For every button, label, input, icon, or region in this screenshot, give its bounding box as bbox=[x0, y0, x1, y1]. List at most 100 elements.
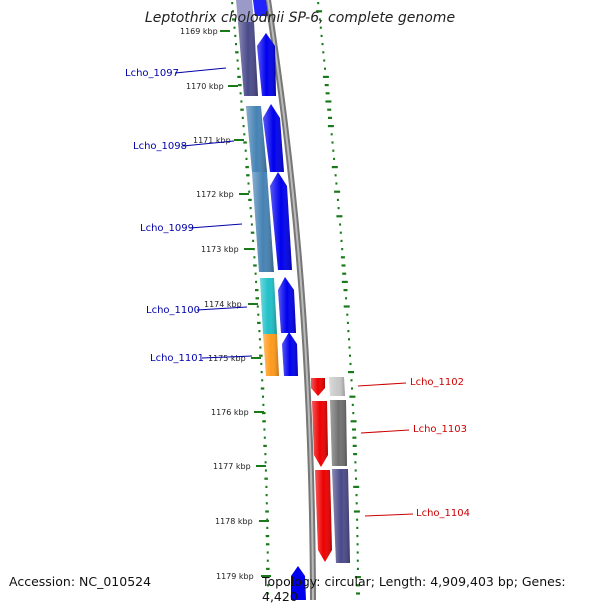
gc-tick bbox=[346, 321, 349, 324]
gc-tick bbox=[245, 157, 248, 160]
kbp-tick-label: 1177 kbp bbox=[213, 462, 251, 471]
gene-label-lcho-1099[interactable]: Lcho_1099 bbox=[140, 223, 194, 234]
gc-tick bbox=[318, 18, 321, 21]
gc-tick bbox=[260, 387, 265, 390]
gc-tick bbox=[260, 362, 263, 365]
gc-tick bbox=[238, 84, 242, 87]
gene-label-lcho-1098[interactable]: Lcho_1098 bbox=[133, 141, 187, 152]
gc-tick bbox=[345, 297, 348, 300]
gc-tick bbox=[257, 313, 260, 316]
gc-tick bbox=[260, 371, 263, 374]
gc-tick bbox=[356, 559, 359, 562]
gc-tick bbox=[356, 584, 360, 587]
gc-tick bbox=[250, 215, 253, 218]
kbp-tick-label: 1178 kbp bbox=[215, 517, 253, 526]
gc-tick bbox=[334, 190, 341, 193]
gc-tick bbox=[355, 494, 358, 497]
gc-tick bbox=[339, 231, 342, 234]
gc-tick bbox=[262, 420, 266, 423]
gc-tick bbox=[248, 190, 251, 193]
gc-tick bbox=[341, 280, 348, 283]
gene-label-lcho-1101[interactable]: Lcho_1101 bbox=[150, 353, 204, 364]
gc-tick bbox=[337, 207, 340, 210]
gc-tick bbox=[355, 502, 358, 505]
gc-tick bbox=[356, 543, 359, 546]
gc-tick bbox=[347, 330, 350, 333]
gc-tick bbox=[317, 2, 320, 5]
gene-label-lcho-1102[interactable]: Lcho_1102 bbox=[410, 377, 464, 388]
gc-tick bbox=[263, 436, 266, 439]
gc-tick bbox=[255, 297, 259, 300]
gc-tick bbox=[265, 502, 268, 505]
gc-tick bbox=[324, 84, 329, 87]
gc-tick bbox=[262, 412, 266, 415]
gc-tick bbox=[244, 149, 247, 152]
gc-tick bbox=[264, 477, 268, 480]
gc-tick bbox=[319, 26, 322, 29]
gc-tick bbox=[267, 592, 269, 595]
gc-tick bbox=[356, 526, 359, 529]
gc-tick bbox=[341, 264, 346, 267]
gc-tick bbox=[262, 395, 264, 398]
kbp-tick-label: 1172 kbp bbox=[196, 190, 234, 199]
gc-tick bbox=[340, 239, 343, 242]
gc-tick bbox=[356, 551, 359, 554]
gc-tick bbox=[250, 231, 255, 234]
gene-label-lcho-1104[interactable]: Lcho_1104 bbox=[416, 508, 470, 519]
gc-tick bbox=[351, 387, 353, 390]
gc-tick bbox=[266, 576, 269, 579]
gc-tick bbox=[234, 34, 237, 37]
gc-tick bbox=[265, 494, 268, 497]
gc-tick bbox=[320, 34, 323, 37]
gc-tick bbox=[323, 59, 326, 62]
gc-tick bbox=[330, 133, 333, 136]
gc-tick bbox=[245, 166, 249, 169]
gc-tick bbox=[241, 116, 244, 119]
gc-tick bbox=[239, 92, 242, 95]
gc-tick bbox=[316, 10, 323, 13]
gc-tick bbox=[340, 256, 345, 259]
gc-tick bbox=[265, 485, 268, 488]
gc-tick bbox=[324, 67, 326, 70]
gc-tick bbox=[258, 338, 261, 341]
gene-label-lcho-1100[interactable]: Lcho_1100 bbox=[146, 305, 200, 316]
gc-tick bbox=[354, 576, 361, 579]
gc-tick bbox=[346, 313, 349, 316]
gc-tick bbox=[263, 428, 266, 431]
gc-tick bbox=[264, 461, 267, 464]
gc-tick bbox=[247, 182, 250, 185]
gc-tick bbox=[248, 198, 252, 201]
gc-tick bbox=[348, 338, 350, 341]
gc-tick bbox=[252, 239, 255, 242]
gc-tick bbox=[235, 51, 239, 54]
gc-tick bbox=[325, 100, 332, 103]
gc-tick bbox=[331, 166, 338, 169]
gc-tick bbox=[336, 198, 339, 201]
gc-tick bbox=[235, 43, 237, 46]
gc-tick bbox=[263, 444, 267, 447]
gc-tick bbox=[350, 420, 357, 423]
gc-tick bbox=[327, 108, 332, 111]
gc-tick bbox=[259, 346, 262, 349]
gc-tick bbox=[352, 428, 356, 431]
map-title: Leptothrix cholodnii SP-6, complete geno… bbox=[144, 10, 456, 26]
kbp-tick-label: 1176 kbp bbox=[211, 408, 249, 417]
gc-track-right bbox=[316, 2, 361, 595]
gc-tick bbox=[265, 535, 270, 538]
gc-tick bbox=[237, 75, 241, 78]
gene-label-lcho-1097[interactable]: Lcho_1097 bbox=[125, 68, 179, 79]
gc-tick bbox=[243, 133, 246, 136]
gc-tick bbox=[333, 157, 336, 160]
gc-tick bbox=[334, 174, 337, 177]
gene-label-lcho-1103[interactable]: Lcho_1103 bbox=[413, 424, 467, 435]
gc-tick bbox=[262, 403, 265, 406]
gc-tick bbox=[266, 518, 269, 521]
gc-tick bbox=[327, 125, 334, 128]
gc-tick bbox=[343, 305, 350, 308]
gc-tick bbox=[257, 321, 261, 324]
gc-tick bbox=[243, 141, 247, 144]
gc-tick bbox=[261, 379, 264, 382]
gc-tick bbox=[232, 18, 236, 21]
gc-tick bbox=[258, 330, 261, 333]
